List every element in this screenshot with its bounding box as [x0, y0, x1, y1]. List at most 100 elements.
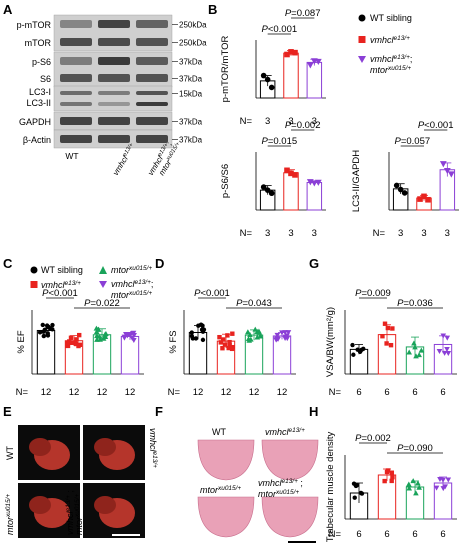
heart-atrium: [29, 496, 51, 514]
bar: [120, 335, 140, 375]
p-value-label: P=0.022: [84, 298, 120, 309]
n-count: 12: [249, 387, 260, 398]
y-axis-label: % EF: [16, 330, 27, 353]
data-point: [50, 322, 55, 328]
n-count: 12: [41, 387, 52, 398]
histology-section: [261, 439, 319, 481]
bar: [36, 329, 56, 375]
p-value-label: P=0.036: [397, 298, 433, 309]
panel-letter-c: C: [3, 256, 13, 271]
data-point: [388, 342, 394, 348]
blot-row-label: GAPDH: [19, 117, 51, 127]
y-axis-label: p-S6/S6: [220, 164, 231, 198]
data-point: [264, 76, 271, 83]
n-count: 6: [384, 387, 389, 398]
data-point: [410, 478, 416, 484]
n-count: 6: [440, 529, 445, 540]
n-count: 12: [97, 387, 108, 398]
data-point: [274, 332, 281, 338]
panel-letter-e: E: [3, 404, 12, 419]
data-point: [418, 347, 425, 353]
data-point: [247, 331, 253, 337]
data-point: [445, 350, 452, 356]
n-count: 12: [69, 387, 80, 398]
data-point: [225, 333, 230, 338]
data-point: [421, 193, 427, 200]
n-prefix: N=: [16, 387, 29, 398]
n-count: 3: [265, 228, 270, 239]
chart-g: VSA/BW(mm²/g) 6 6 6 6 N= P=0.009 P=0.036: [325, 288, 457, 398]
n-prefix: N=: [168, 387, 181, 398]
blot-band: [60, 102, 92, 106]
data-point: [443, 167, 451, 175]
blot-band: [60, 117, 92, 125]
blot-band: [136, 20, 168, 28]
data-point: [306, 62, 314, 69]
bar: [283, 172, 299, 211]
n-count: 6: [412, 529, 417, 540]
data-point: [40, 322, 45, 328]
photo-label-double-1: vmhcle13/+ ;: [65, 490, 76, 535]
legend-label-double-b: mtorxu015/+: [111, 290, 152, 301]
legend-b: WT sibling vmhcle13/+ vmhcle13/+;mtorxu015…: [358, 13, 412, 75]
legend-marker-wt: [358, 14, 366, 22]
data-point: [222, 342, 228, 347]
blot-band: [60, 57, 92, 65]
legend-label-double-a: vmhcle13/+;: [370, 54, 412, 65]
p-value-label: P=0.043: [236, 298, 272, 309]
data-point: [127, 332, 134, 338]
n-count: 6: [440, 387, 445, 398]
panel-letter-g: G: [309, 256, 319, 271]
data-point: [444, 347, 450, 353]
data-point: [229, 346, 235, 352]
data-point: [102, 331, 108, 337]
data-point: [121, 334, 128, 340]
legend-marker-vmhcl: [358, 36, 366, 43]
data-point: [65, 340, 70, 346]
n-count: 3: [445, 228, 450, 239]
data-point: [445, 477, 452, 483]
data-point: [292, 49, 298, 56]
panel-letter-f: F: [155, 404, 163, 419]
data-point: [389, 478, 394, 484]
data-point: [268, 84, 275, 91]
n-count: 3: [288, 116, 293, 127]
blot-row-label: p-mTOR: [17, 20, 52, 30]
data-point: [284, 167, 290, 174]
data-point: [436, 348, 443, 354]
data-point: [382, 478, 387, 484]
y-axis-label: p-mTOR/mTOR: [220, 36, 231, 103]
blot-row-label: S6: [40, 74, 51, 84]
data-point: [390, 474, 395, 480]
y-axis-label: VSA/BW(mm²/g): [325, 307, 336, 377]
n-count: 3: [288, 228, 293, 239]
data-point: [439, 161, 447, 168]
histology-section: [197, 496, 255, 538]
data-point: [130, 331, 136, 337]
data-point: [220, 337, 226, 342]
p-value-label: P<0.001: [261, 24, 297, 35]
data-point: [44, 323, 50, 328]
data-point: [393, 182, 400, 189]
blot-band: [136, 91, 168, 95]
data-point: [441, 350, 448, 356]
chart-b2: p-S6/S6 3 3 3 N= P=0.015 P=0.002: [220, 120, 326, 239]
n-count: 12: [277, 387, 288, 398]
photo-label-double-2: mtorxu015/+: [74, 494, 85, 535]
photo-label-vmhcl: vmhcle13/+: [148, 428, 159, 468]
n-count: 3: [421, 228, 426, 239]
data-point: [350, 342, 355, 348]
data-point: [440, 486, 447, 492]
data-point: [45, 331, 50, 336]
heart-atrium: [94, 496, 116, 514]
blot-band: [136, 102, 168, 106]
data-point: [351, 352, 356, 357]
data-point: [41, 333, 47, 339]
data-point: [227, 339, 232, 345]
data-point: [264, 187, 271, 193]
blot-band: [98, 117, 130, 125]
blot-band: [136, 135, 168, 143]
histo-label-mtor: mtorxu015/+: [200, 485, 241, 496]
data-point: [257, 333, 264, 339]
